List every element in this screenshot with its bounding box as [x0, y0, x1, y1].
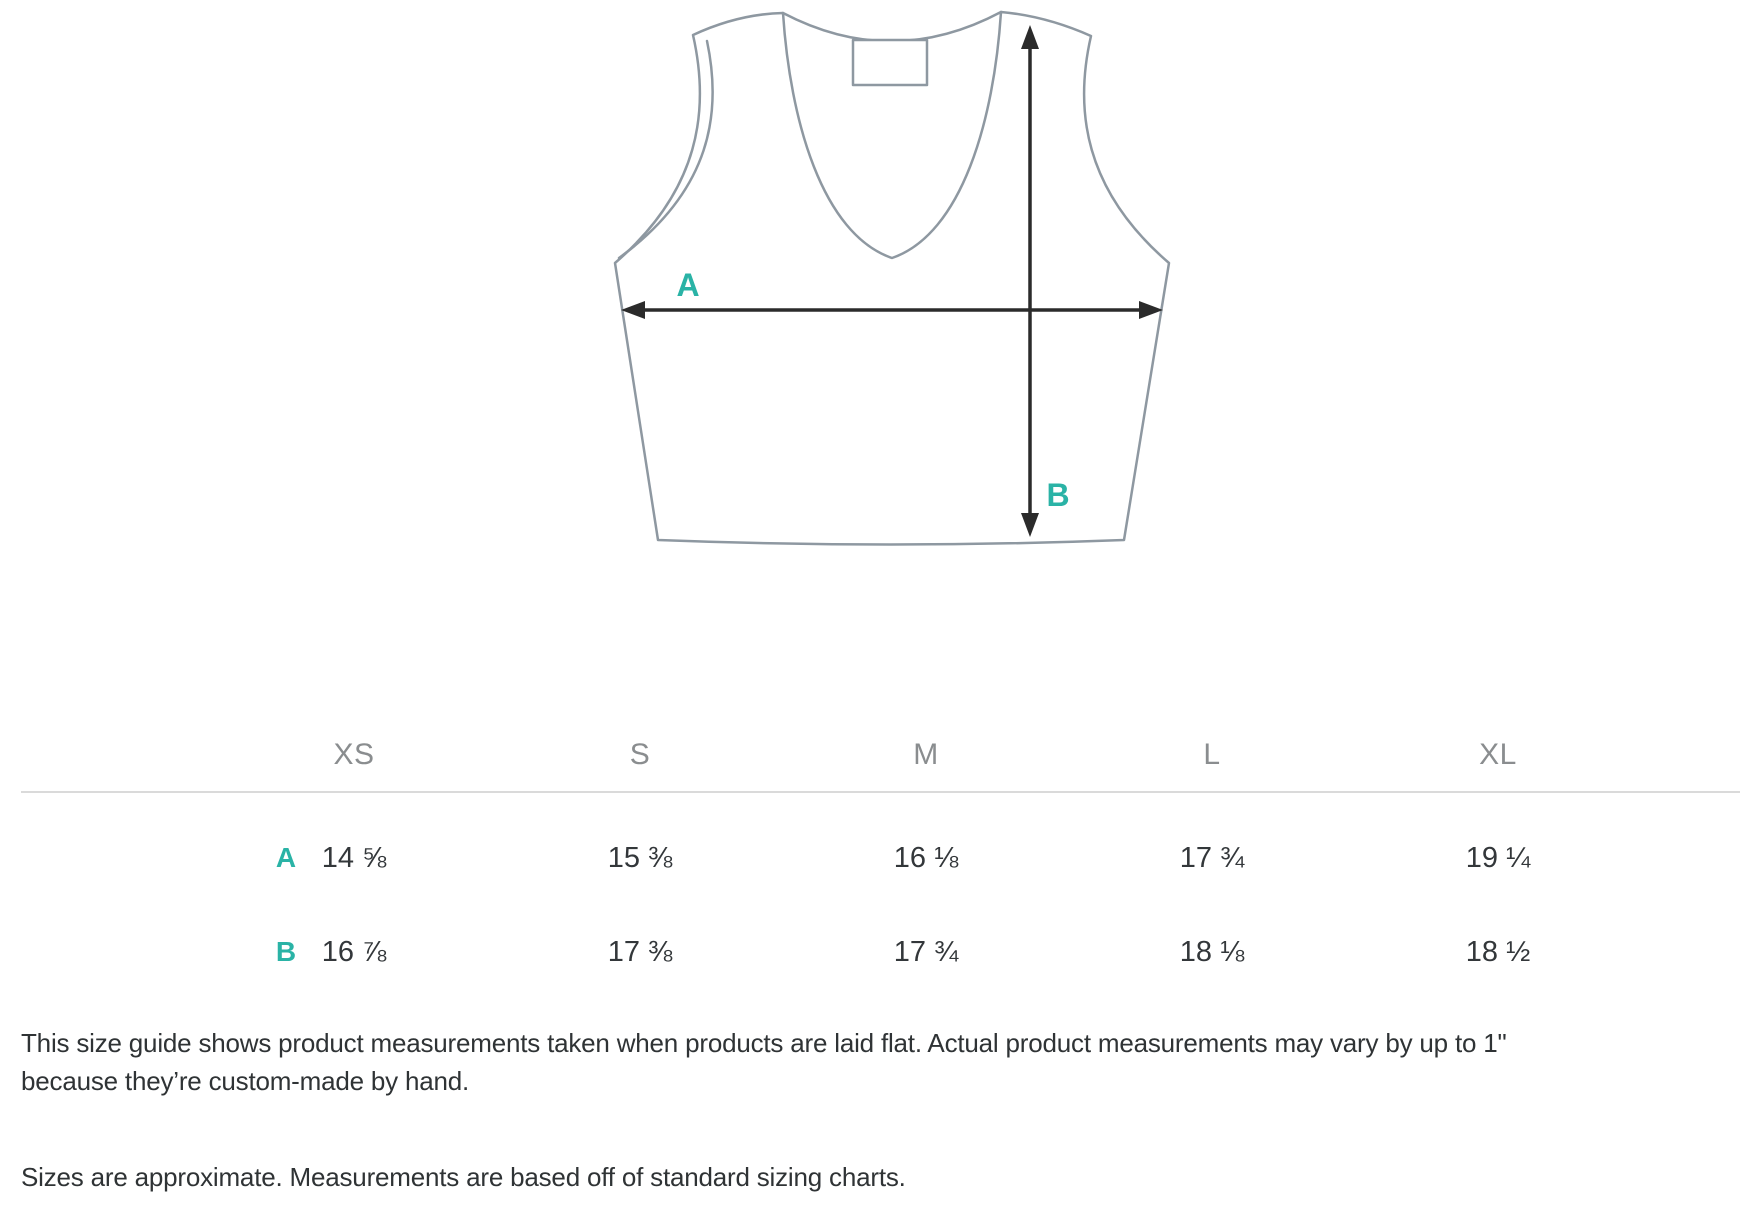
- garment-illustration: A B: [613, 10, 1171, 546]
- neck-tag: [851, 38, 929, 87]
- measurement-cell-b-m: 17 ¾: [893, 936, 959, 968]
- width-arrowhead-left: [621, 301, 645, 319]
- length-label-b: B: [1046, 477, 1069, 513]
- width-label-a: A: [676, 267, 699, 303]
- armhole-binding-line: [617, 39, 714, 260]
- size-column-header-s: S: [629, 738, 651, 771]
- row-label-a: A: [275, 842, 297, 873]
- measurement-cell-b-s: 17 ⅜: [607, 936, 673, 968]
- approximate-note: Sizes are approximate. Measurements are …: [21, 1162, 906, 1192]
- size-column-header-xs: XS: [333, 738, 375, 771]
- measurement-cell-a-xs: 14 ⅝: [321, 842, 387, 874]
- size-column-header-xl: XL: [1479, 738, 1517, 771]
- measurement-cell-b-xs: 16 ⅞: [321, 936, 387, 968]
- length-arrowhead-bottom: [1021, 513, 1039, 537]
- measurement-cell-b-l: 18 ⅛: [1179, 936, 1245, 968]
- back-neck-line: [781, 10, 1003, 43]
- length-arrowhead-top: [1021, 25, 1039, 49]
- size-column-header-l: L: [1203, 738, 1221, 771]
- size-column-header-m: M: [913, 738, 939, 771]
- measurement-cell-a-s: 15 ⅜: [607, 842, 673, 874]
- measurement-cell-a-m: 16 ⅛: [893, 842, 959, 874]
- table-divider: [21, 791, 1740, 793]
- garment-diagram: A B: [560, 0, 1180, 560]
- measurement-cell-b-xl: 18 ½: [1465, 936, 1531, 968]
- measurement-cell-a-xl: 19 ¼: [1465, 842, 1531, 874]
- flat-measurement-note: This size guide shows product measuremen…: [21, 1028, 1507, 1096]
- row-label-b: B: [275, 936, 297, 967]
- measurement-cell-a-l: 17 ¾: [1179, 842, 1245, 874]
- width-arrowhead-right: [1139, 301, 1163, 319]
